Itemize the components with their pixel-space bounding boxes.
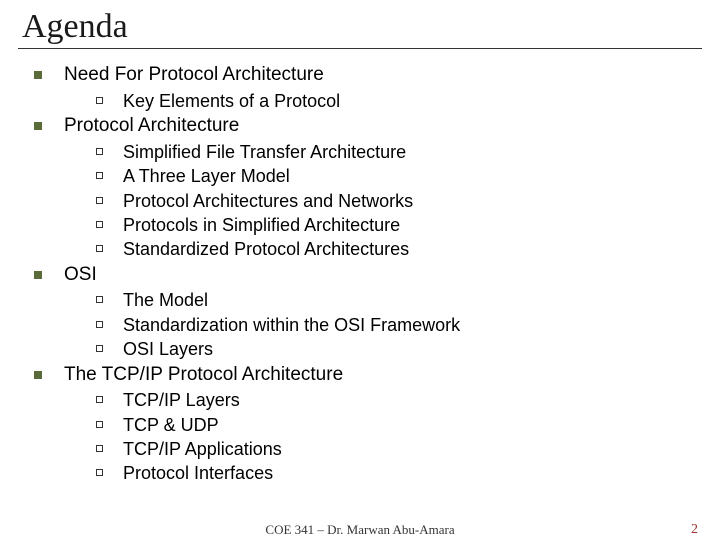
sublist-item: Protocol Architectures and Networks — [96, 190, 720, 213]
slide: Agenda Need For Protocol Architecture Ke… — [0, 8, 720, 548]
sublist: Simplified File Transfer Architecture A … — [34, 141, 720, 262]
list-item: Need For Protocol Architecture — [34, 63, 720, 88]
hollow-square-icon — [96, 445, 103, 452]
sublist-item: TCP/IP Applications — [96, 438, 720, 461]
hollow-square-icon — [96, 197, 103, 204]
hollow-square-icon — [96, 421, 103, 428]
sublist-item-label: Standardized Protocol Architectures — [123, 238, 409, 261]
hollow-square-icon — [96, 296, 103, 303]
sublist-item: A Three Layer Model — [96, 165, 720, 188]
sublist: TCP/IP Layers TCP & UDP TCP/IP Applicati… — [34, 389, 720, 486]
list-item-label: The TCP/IP Protocol Architecture — [64, 363, 343, 388]
sublist-item-label: The Model — [123, 289, 208, 312]
hollow-square-icon — [96, 148, 103, 155]
square-bullet-icon — [34, 122, 42, 130]
hollow-square-icon — [96, 469, 103, 476]
list-item-label: Need For Protocol Architecture — [64, 63, 324, 88]
slide-footer: COE 341 – Dr. Marwan Abu-Amara — [0, 522, 720, 538]
square-bullet-icon — [34, 71, 42, 79]
sublist-item-label: TCP/IP Layers — [123, 389, 240, 412]
list-item-label: Protocol Architecture — [64, 114, 239, 139]
sublist-item-label: Protocol Architectures and Networks — [123, 190, 413, 213]
hollow-square-icon — [96, 396, 103, 403]
sublist-item: Protocols in Simplified Architecture — [96, 214, 720, 237]
list-item: The TCP/IP Protocol Architecture — [34, 363, 720, 388]
sublist-item-label: TCP/IP Applications — [123, 438, 282, 461]
sublist-item: The Model — [96, 289, 720, 312]
page-number: 2 — [691, 522, 698, 538]
hollow-square-icon — [96, 221, 103, 228]
sublist-item-label: Simplified File Transfer Architecture — [123, 141, 406, 164]
sublist-item: Standardized Protocol Architectures — [96, 238, 720, 261]
sublist-item: Protocol Interfaces — [96, 462, 720, 485]
sublist-item: TCP & UDP — [96, 414, 720, 437]
list-item: Protocol Architecture — [34, 114, 720, 139]
title-container: Agenda — [18, 8, 702, 49]
square-bullet-icon — [34, 271, 42, 279]
sublist-item: Simplified File Transfer Architecture — [96, 141, 720, 164]
slide-title: Agenda — [18, 8, 702, 46]
sublist-item: Key Elements of a Protocol — [96, 90, 720, 113]
sublist-item-label: Protocol Interfaces — [123, 462, 273, 485]
sublist-item: Standardization within the OSI Framework — [96, 314, 720, 337]
sublist-item-label: A Three Layer Model — [123, 165, 290, 188]
hollow-square-icon — [96, 345, 103, 352]
square-bullet-icon — [34, 371, 42, 379]
sublist-item-label: TCP & UDP — [123, 414, 219, 437]
hollow-square-icon — [96, 172, 103, 179]
sublist-item-label: Standardization within the OSI Framework — [123, 314, 460, 337]
sublist-item: OSI Layers — [96, 338, 720, 361]
sublist: Key Elements of a Protocol — [34, 90, 720, 113]
sublist-item-label: Key Elements of a Protocol — [123, 90, 340, 113]
sublist-item: TCP/IP Layers — [96, 389, 720, 412]
sublist-item-label: OSI Layers — [123, 338, 213, 361]
sublist: The Model Standardization within the OSI… — [34, 289, 720, 361]
list-item-label: OSI — [64, 263, 97, 288]
hollow-square-icon — [96, 321, 103, 328]
hollow-square-icon — [96, 97, 103, 104]
list-item: OSI — [34, 263, 720, 288]
hollow-square-icon — [96, 245, 103, 252]
sublist-item-label: Protocols in Simplified Architecture — [123, 214, 400, 237]
agenda-content: Need For Protocol Architecture Key Eleme… — [0, 49, 720, 486]
